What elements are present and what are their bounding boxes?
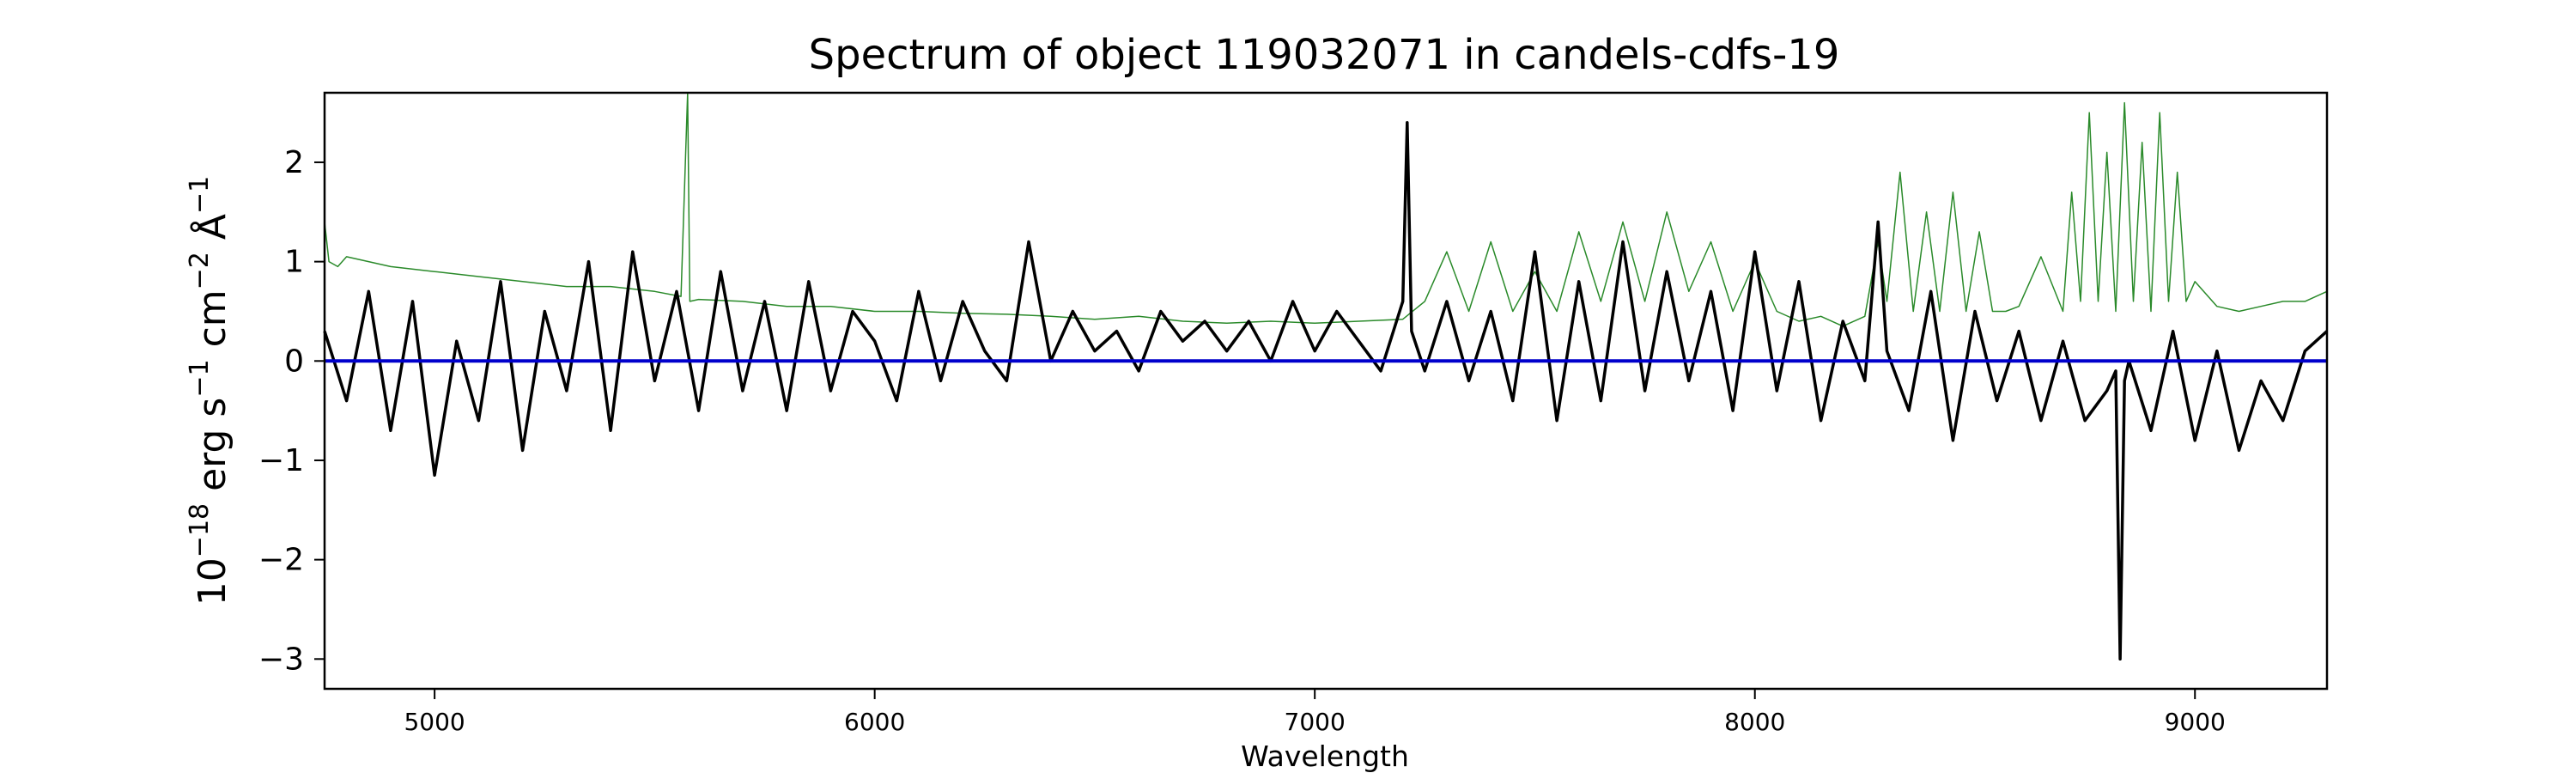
x-tick-label: 8000 [1724,708,1785,736]
error-series-line [324,92,2328,327]
plot-area [323,92,2329,661]
y-axis-ticks: 2 1 0 −1 −2 −3 [258,145,325,677]
axes-frame [323,91,2329,691]
flux-series-line [323,120,2329,661]
x-tick-label: 6000 [844,708,905,736]
y-tick-label: −2 [258,543,304,578]
y-tick-label: −3 [258,642,304,677]
y-tick-label: 0 [284,344,304,379]
x-tick-label: 7000 [1285,708,1346,736]
y-axis-label: 10−18 erg s−1 cm−2 Å−1 [185,176,234,606]
x-tick-label: 5000 [404,708,465,736]
y-tick-label: −1 [258,443,304,478]
y-tick-label: 1 [284,245,304,280]
x-axis-ticks: 5000 6000 7000 8000 9000 [404,689,2226,736]
chart-title: Spectrum of object 119032071 in candels-… [809,31,1840,79]
x-axis-label: Wavelength [1241,740,1409,773]
x-tick-label: 9000 [2165,708,2226,736]
y-tick-label: 2 [284,145,304,180]
